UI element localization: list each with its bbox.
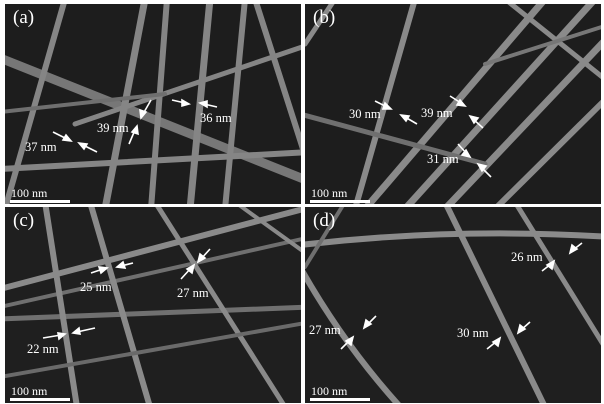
scale-bar-label: 100 nm (311, 384, 348, 398)
nanowire (364, 4, 546, 204)
nanowire (102, 4, 148, 204)
panel-label: (b) (313, 7, 336, 28)
width-annotation: 36 nm (200, 111, 232, 125)
nanowire (515, 207, 601, 346)
nanowire (483, 25, 601, 66)
panel-c: (c) 25 nm 27 nm 22 nm 100 nm (5, 207, 301, 403)
scale-bar (10, 398, 70, 401)
width-annotation: 30 nm (457, 326, 489, 340)
measurement-arrows (340, 242, 583, 350)
nanowire (5, 304, 301, 322)
nanowire (5, 237, 301, 308)
measurement-arrows (374, 95, 492, 178)
width-annotation: 27 nm (309, 323, 341, 337)
panel-label: (c) (13, 210, 35, 231)
width-annotation: 39 nm (421, 106, 453, 120)
scale-bar-label: 100 nm (311, 186, 348, 200)
nanowire (305, 4, 335, 47)
nanowire (444, 207, 547, 403)
nanowire (5, 149, 301, 172)
nanowire (305, 112, 488, 167)
width-annotation: 22 nm (27, 342, 59, 356)
width-annotation: 31 nm (427, 152, 459, 166)
nanowire (42, 207, 80, 403)
panel-b: (b) 30 nm 39 nm 31 nm 100 nm (305, 4, 601, 204)
nanowire (5, 55, 301, 183)
panel-c-image (5, 207, 301, 403)
measurement-arrows (52, 98, 218, 153)
nanowire (222, 4, 248, 204)
panel-label: (d) (313, 210, 336, 231)
scale-bar (10, 200, 70, 203)
panel-d: (d) 26 nm 27 nm 30 nm 100 nm (305, 207, 601, 403)
width-annotation: 26 nm (511, 250, 543, 264)
panel-a: (a) 37 nm 39 nm 36 nm 100 nm (5, 4, 301, 204)
panel-b-image (305, 4, 601, 204)
nanowire (155, 207, 286, 403)
width-annotation: 30 nm (349, 107, 381, 121)
scale-bar-label: 100 nm (11, 384, 48, 398)
nanowire (305, 207, 345, 269)
nanowire (186, 4, 214, 204)
nanowire (238, 207, 301, 253)
nanowire (305, 230, 601, 248)
nanowire (5, 4, 67, 204)
measurement-arrows (42, 248, 211, 341)
scale-bar-label: 100 nm (11, 186, 48, 200)
nanowire (5, 92, 167, 114)
panel-d-image (305, 207, 601, 403)
nanowire (253, 4, 301, 153)
width-annotation: 37 nm (25, 140, 57, 154)
width-annotation: 25 nm (80, 280, 112, 294)
nanowire (404, 4, 596, 204)
nanowire (88, 207, 152, 403)
width-annotation: 27 nm (177, 286, 209, 300)
scale-bar (310, 200, 370, 203)
width-annotation: 39 nm (97, 121, 129, 135)
scale-bar (310, 398, 370, 401)
panel-label: (a) (13, 7, 35, 28)
nanowire (495, 99, 601, 204)
nanowire (5, 321, 301, 379)
panel-a-image (5, 4, 301, 204)
nanowire (148, 4, 170, 204)
